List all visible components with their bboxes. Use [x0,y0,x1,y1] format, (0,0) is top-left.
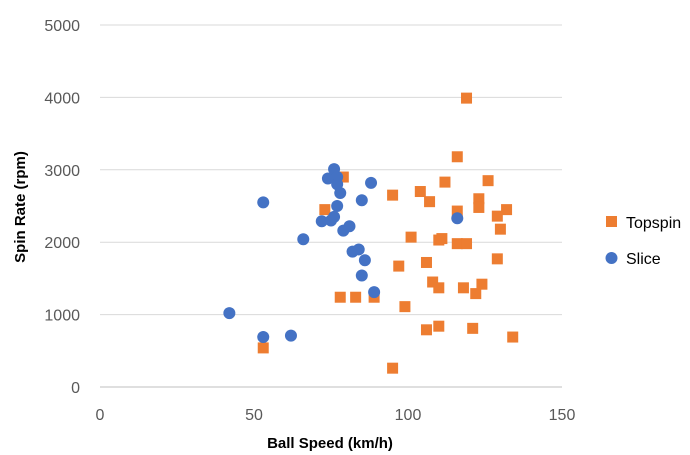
data-point-topspin [439,176,451,188]
x-tick-label: 50 [245,407,263,424]
data-point-topspin [414,186,426,198]
y-tick-label: 4000 [44,90,80,107]
data-point-topspin [461,92,473,104]
y-tick-labels: 0 1000 2000 3000 4000 5000 [44,18,80,397]
data-point-topspin [420,324,432,336]
data-point-topspin [473,193,485,205]
data-point-topspin [319,204,331,216]
data-point-topspin [337,171,349,183]
data-point-topspin [393,260,405,272]
data-point-slice [257,196,270,209]
data-point-topspin [433,282,445,294]
legend-marker-slice [605,252,618,264]
x-tick-label: 150 [549,407,576,424]
data-point-slice [223,307,236,320]
y-tick-label: 3000 [44,163,80,180]
y-axis-title: Spin Rate (rpm) [12,151,29,263]
data-points [223,92,519,374]
legend-label-topspin: Topspin [626,215,681,232]
data-point-slice [358,254,371,267]
data-point-slice [315,215,328,228]
data-point-topspin [451,238,463,250]
data-point-topspin [457,282,469,294]
data-point-topspin [507,331,519,343]
data-point-topspin [461,238,473,250]
data-point-slice [328,210,341,223]
data-point-slice [297,233,310,246]
legend: Topspin Slice [605,215,681,268]
data-point-topspin [470,288,482,300]
data-point-topspin [387,362,399,374]
data-point-topspin [436,233,448,245]
data-point-topspin [494,223,506,235]
data-point-topspin [387,189,399,201]
data-point-topspin [427,276,439,288]
x-tick-labels: 0 50 100 150 [96,407,576,424]
data-point-slice [365,176,378,189]
y-tick-label: 1000 [44,308,80,325]
data-point-topspin [491,210,503,222]
data-point-topspin [257,342,269,354]
y-tick-label: 0 [71,380,80,397]
x-tick-label: 0 [96,407,105,424]
data-point-topspin [491,253,503,265]
data-point-topspin [467,322,479,334]
data-point-slice [352,243,365,256]
data-point-topspin [433,320,445,332]
data-point-slice [343,220,356,233]
data-point-slice [331,200,344,212]
data-point-slice [355,269,368,282]
data-point-slice [321,172,334,185]
data-point-slice [355,194,368,207]
y-tick-label: 5000 [44,18,80,35]
data-point-slice [284,329,297,342]
legend-marker-topspin [606,216,617,227]
data-point-topspin [451,151,463,163]
series-topspin [257,92,519,374]
data-point-topspin [334,291,346,303]
series-slice [223,163,464,344]
legend-label-slice: Slice [626,251,661,268]
data-point-topspin [424,196,436,208]
data-point-topspin [420,256,432,268]
data-point-topspin [405,231,417,243]
x-axis-title: Ball Speed (km/h) [267,435,393,452]
data-point-slice [368,286,381,299]
data-point-topspin [482,175,494,187]
data-point-topspin [399,301,411,313]
data-point-topspin [350,291,362,303]
data-point-slice [334,186,347,199]
data-point-topspin [473,201,485,213]
data-point-topspin [501,204,513,216]
x-tick-label: 100 [395,407,422,424]
data-point-topspin [476,278,488,290]
data-point-slice [257,331,270,344]
data-point-slice [451,212,464,225]
data-point-topspin [451,205,463,217]
y-tick-label: 2000 [44,235,80,252]
